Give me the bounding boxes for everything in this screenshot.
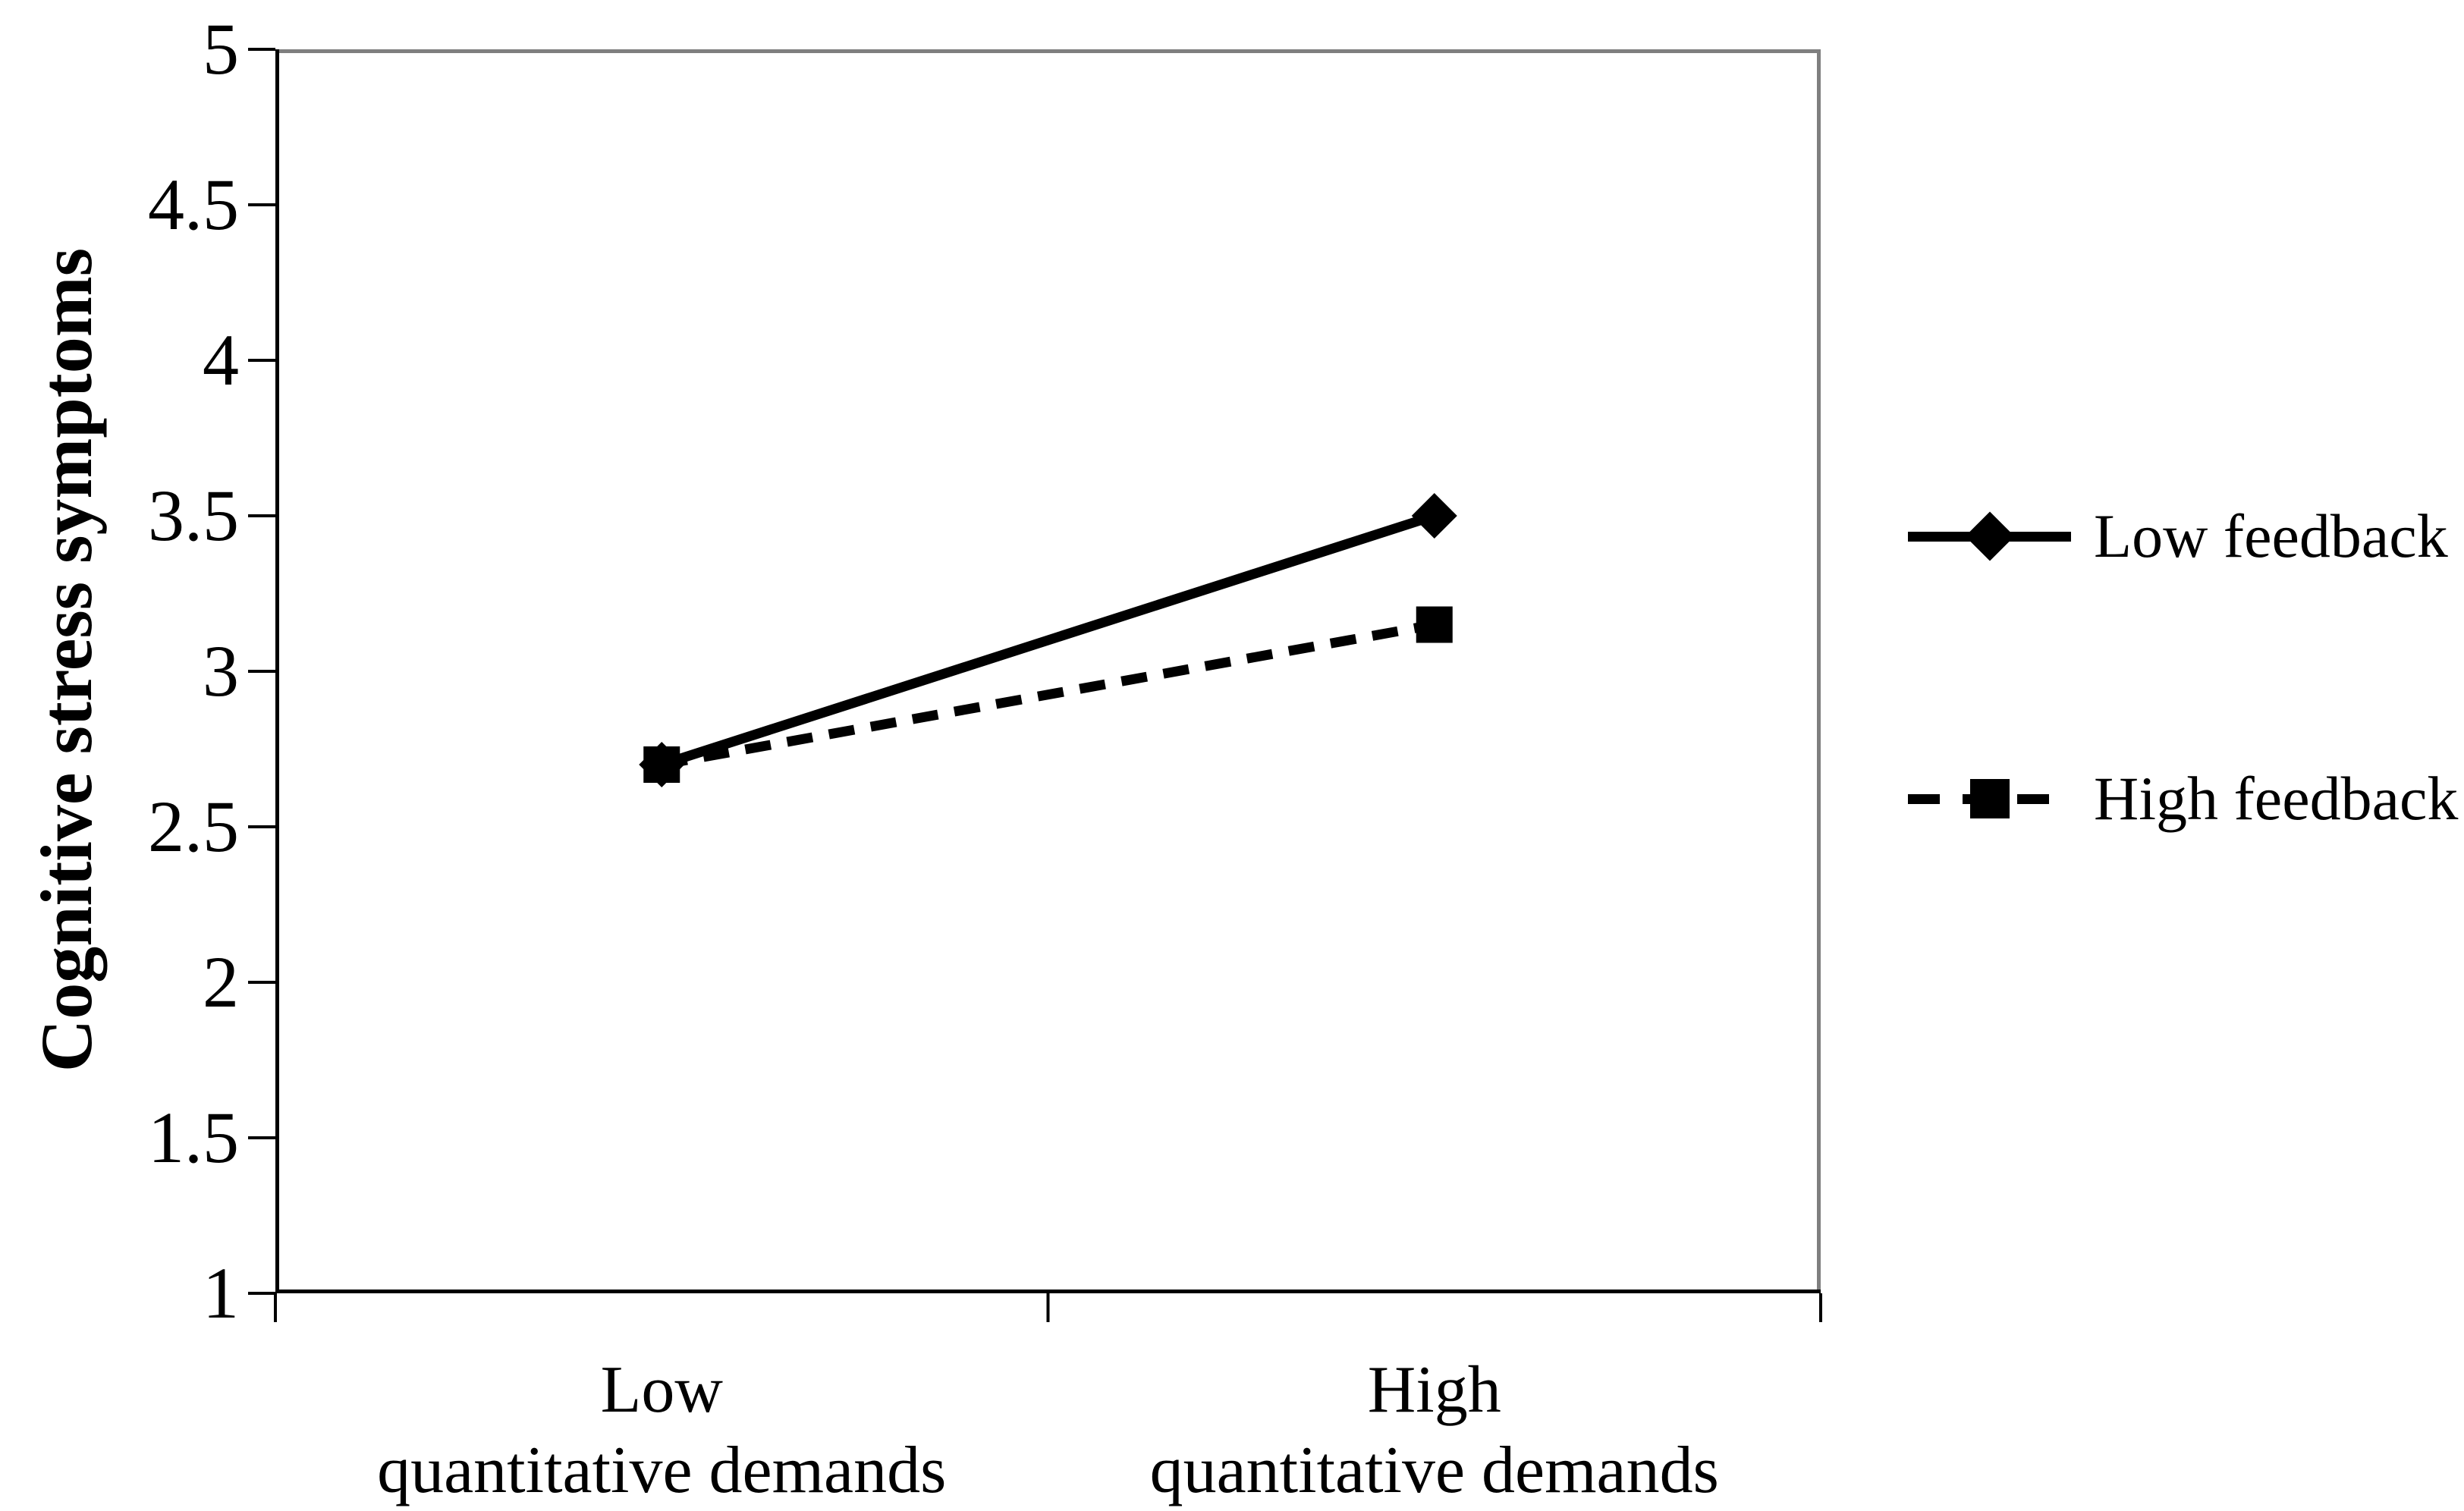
y-axis-tick-label: 1 — [203, 1252, 239, 1334]
legend-label: High feedback — [2094, 764, 2459, 833]
plot-svg — [248, 48, 1822, 1322]
dashed-line-sample — [1908, 753, 2071, 844]
y-axis-tick-label: 4.5 — [148, 164, 239, 245]
legend-entry-high-feedback: High feedback — [1908, 753, 2458, 844]
diamond-marker-icon — [1964, 511, 2015, 561]
y-axis-tick-label: 2.5 — [148, 786, 239, 867]
solid-line-sample — [1908, 491, 2071, 582]
y-axis-tick-label: 3.5 — [148, 475, 239, 556]
legend-label: Low feedback — [2094, 501, 2448, 570]
square-marker-icon — [1969, 779, 2010, 818]
y-axis-tick-label: 4 — [203, 319, 239, 401]
series-line-High feedback — [661, 620, 1435, 770]
square-marker-icon — [1416, 606, 1453, 643]
series-line-Low feedback — [660, 510, 1436, 770]
x-category-label-high: High quantitative demands — [1149, 1353, 1719, 1507]
x-category-label-low: Low quantitative demands — [377, 1353, 947, 1507]
diamond-marker-icon — [1411, 493, 1457, 539]
plot-border — [275, 49, 1821, 1293]
y-axis-tick-label: 1.5 — [148, 1097, 239, 1178]
y-axis-tick-label: 3 — [203, 630, 239, 712]
y-axis-tick-label: 2 — [203, 941, 239, 1023]
legend-entry-low-feedback: Low feedback — [1908, 491, 2448, 582]
square-marker-icon — [643, 746, 680, 783]
y-axis-tick-label: 5 — [203, 8, 239, 90]
